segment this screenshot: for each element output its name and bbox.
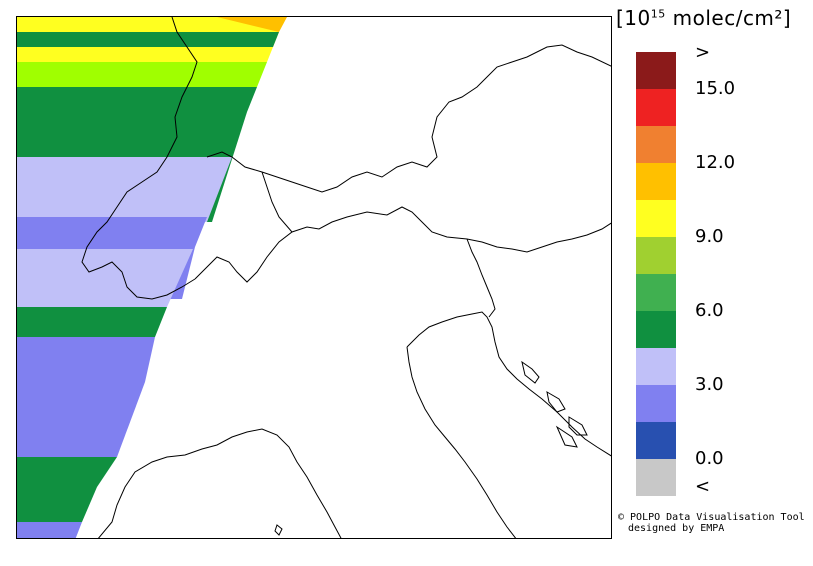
island-corsica-tip	[274, 524, 283, 536]
colorbar-segment	[636, 311, 676, 348]
swath-stripe	[17, 337, 155, 382]
legend-title-unit: molec/cm²]	[665, 6, 792, 30]
swath-stripe	[17, 87, 257, 112]
tick-15: 15.0	[695, 78, 736, 99]
border-alps	[194, 206, 611, 283]
island-dalmatia-2	[546, 391, 566, 413]
swath-stripe	[17, 487, 97, 522]
island-dalmatia-4	[555, 425, 578, 448]
credit-line-2: designed by EMPA	[628, 523, 725, 534]
tick-under: <	[695, 476, 711, 497]
tick-12: 12.0	[695, 152, 736, 173]
colorbar-segment	[636, 52, 676, 89]
tick-6: 6.0	[695, 300, 724, 321]
swath-stripe	[17, 32, 279, 47]
tick-0: 0.0	[695, 448, 724, 469]
credit: © POLPO Data Visualisation Tool designed…	[618, 512, 805, 534]
borders	[81, 17, 611, 538]
credit-line-1: © POLPO Data Visualisation Tool	[618, 512, 805, 523]
swath-stripe	[17, 457, 117, 487]
colorbar-segment	[636, 200, 676, 237]
colorbar-segment	[636, 459, 676, 496]
legend-title: [1015 molec/cm²]	[616, 6, 791, 30]
coastline-italy-east	[406, 346, 517, 538]
swath-stripe	[17, 249, 193, 307]
swath-stripe	[17, 522, 82, 538]
colorbar-segment	[636, 274, 676, 311]
border-france-switzerland	[81, 17, 198, 300]
border-ch-it	[261, 171, 293, 233]
island-dalmatia-1	[521, 360, 540, 384]
swath-stripe	[17, 157, 232, 222]
colorbar-segment	[636, 126, 676, 163]
colorbar-segment	[636, 348, 676, 385]
map-canvas	[17, 17, 611, 538]
map-panel	[16, 16, 612, 539]
colorbar-segment	[636, 385, 676, 422]
legend-title-exponent: 15	[650, 7, 666, 21]
border-switzerland-north	[206, 44, 611, 193]
swath-stripe	[17, 382, 145, 457]
swath-stripe	[17, 62, 267, 87]
tick-over: >	[695, 42, 711, 63]
border-slovenia	[466, 238, 496, 318]
coastline-ligurian	[98, 428, 342, 538]
swath-stripe	[17, 307, 167, 337]
swath-stripe	[17, 217, 207, 247]
colorbar-segment	[636, 422, 676, 459]
colorbar	[636, 52, 676, 496]
legend-title-base: [10	[616, 6, 651, 30]
tick-9: 9.0	[695, 226, 724, 247]
colorbar-segment	[636, 237, 676, 274]
island-dalmatia-3	[568, 416, 588, 436]
colorbar-segment	[636, 89, 676, 126]
satellite-swath	[17, 17, 287, 538]
tick-3: 3.0	[695, 374, 724, 395]
colorbar-segment	[636, 163, 676, 200]
